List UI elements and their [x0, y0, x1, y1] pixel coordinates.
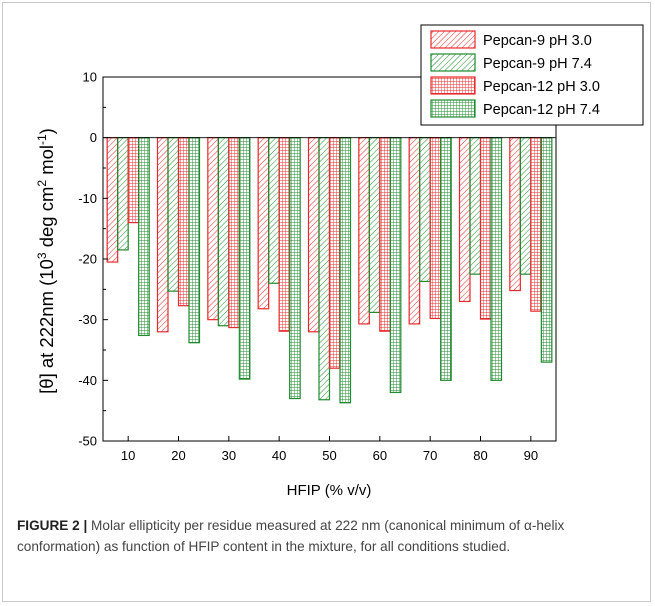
bar-s2-c70 [419, 137, 431, 283]
chart-legend: Pepcan-9 pH 3.0 Pepcan-9 pH 7.4 Pepcan-12 … [420, 24, 644, 126]
bar-s3-c90 [530, 137, 542, 312]
bar-s1-c10 [106, 137, 119, 263]
bar-s2-c20 [167, 137, 180, 292]
bar-s4-c40 [289, 137, 301, 400]
legend-swatch-1 [430, 30, 476, 49]
bar-s2-c90 [519, 137, 532, 275]
y-tick-label: -20 [78, 252, 97, 267]
figure-caption: FIGURE 2 | Molar ellipticity per residue… [17, 515, 639, 557]
caption-label: FIGURE 2 | [17, 518, 88, 533]
x-tick-label: 70 [423, 448, 437, 463]
legend-label-2: Pepcan-9 pH 7.4 [483, 56, 592, 72]
y-axis: 10 0 -10 -20 -30 -40 -50 [78, 70, 108, 449]
bar-s1-c80 [458, 137, 471, 303]
y-tick-label: -40 [78, 373, 97, 388]
bar-s1-c90 [509, 137, 521, 292]
y-tick-label: -10 [78, 191, 97, 206]
bar-chart: 10 0 -10 -20 -30 -40 -50 10 20 30 40 50 60 70 80 90 HF… [35, 24, 644, 499]
bar-s2-c50 [318, 137, 331, 401]
x-tick-label: 10 [121, 448, 135, 463]
x-tick-label: 40 [272, 448, 286, 463]
bar-s1-c50 [307, 137, 320, 333]
y-tick-label: -30 [78, 312, 97, 327]
bar-s3-c80 [479, 137, 492, 320]
bar-s1-c40 [257, 137, 270, 310]
x-axis: 10 20 30 40 50 60 70 80 90 [121, 436, 538, 463]
bar-s4-c80 [490, 137, 503, 381]
x-tick-label: 60 [373, 448, 387, 463]
bar-s4-c90 [540, 137, 553, 363]
bar-s2-c10 [117, 137, 129, 251]
bar-s3-c70 [429, 137, 442, 320]
bar-s3-c60 [379, 137, 391, 332]
bar-s4-c20 [188, 137, 201, 344]
legend-swatch-2 [430, 53, 476, 72]
y-tick-label: 10 [83, 70, 97, 85]
legend-swatch-4 [430, 99, 476, 118]
bar-s4-c50 [339, 137, 352, 404]
bar-s4-c10 [138, 137, 150, 337]
bar-s4-c60 [389, 137, 402, 394]
x-tick-label: 30 [222, 448, 236, 463]
x-tick-label: 90 [524, 448, 538, 463]
legend-label-4: Pepcan-12 pH 7.4 [483, 102, 600, 118]
x-tick-label: 80 [473, 448, 487, 463]
bar-s2-c40 [268, 137, 280, 284]
x-tick-label: 20 [171, 448, 185, 463]
bar-s1-c70 [408, 137, 421, 325]
legend-label-3: Pepcan-12 pH 3.0 [483, 79, 600, 95]
bar-s4-c70 [440, 137, 452, 381]
bar-s3-c10 [127, 137, 140, 224]
bar-s2-c80 [469, 137, 482, 275]
x-tick-label: 50 [322, 448, 336, 463]
y-tick-label: -50 [78, 434, 97, 449]
bar-s4-c30 [238, 137, 251, 380]
bar-s1-c20 [156, 137, 169, 333]
bar-s2-c30 [217, 137, 230, 327]
bar-s3-c20 [177, 137, 190, 307]
y-axis-label: [θ] at 222nm (103 deg cm2 mol-1) [35, 128, 57, 394]
bar-s3-c50 [328, 137, 341, 369]
caption-text: Molar ellipticity per residue measured a… [17, 518, 565, 554]
legend-swatch-3 [430, 76, 476, 95]
bar-s2-c60 [368, 137, 381, 313]
bar-series-group [103, 137, 556, 404]
x-axis-label: HFIP (% v/v) [287, 482, 372, 499]
bar-s3-c30 [228, 137, 240, 329]
y-tick-label: 0 [90, 130, 97, 145]
bar-s3-c40 [278, 137, 291, 332]
legend-label-1: Pepcan-9 pH 3.0 [483, 33, 592, 49]
bar-s1-c30 [207, 137, 219, 321]
bar-s1-c60 [358, 137, 370, 325]
